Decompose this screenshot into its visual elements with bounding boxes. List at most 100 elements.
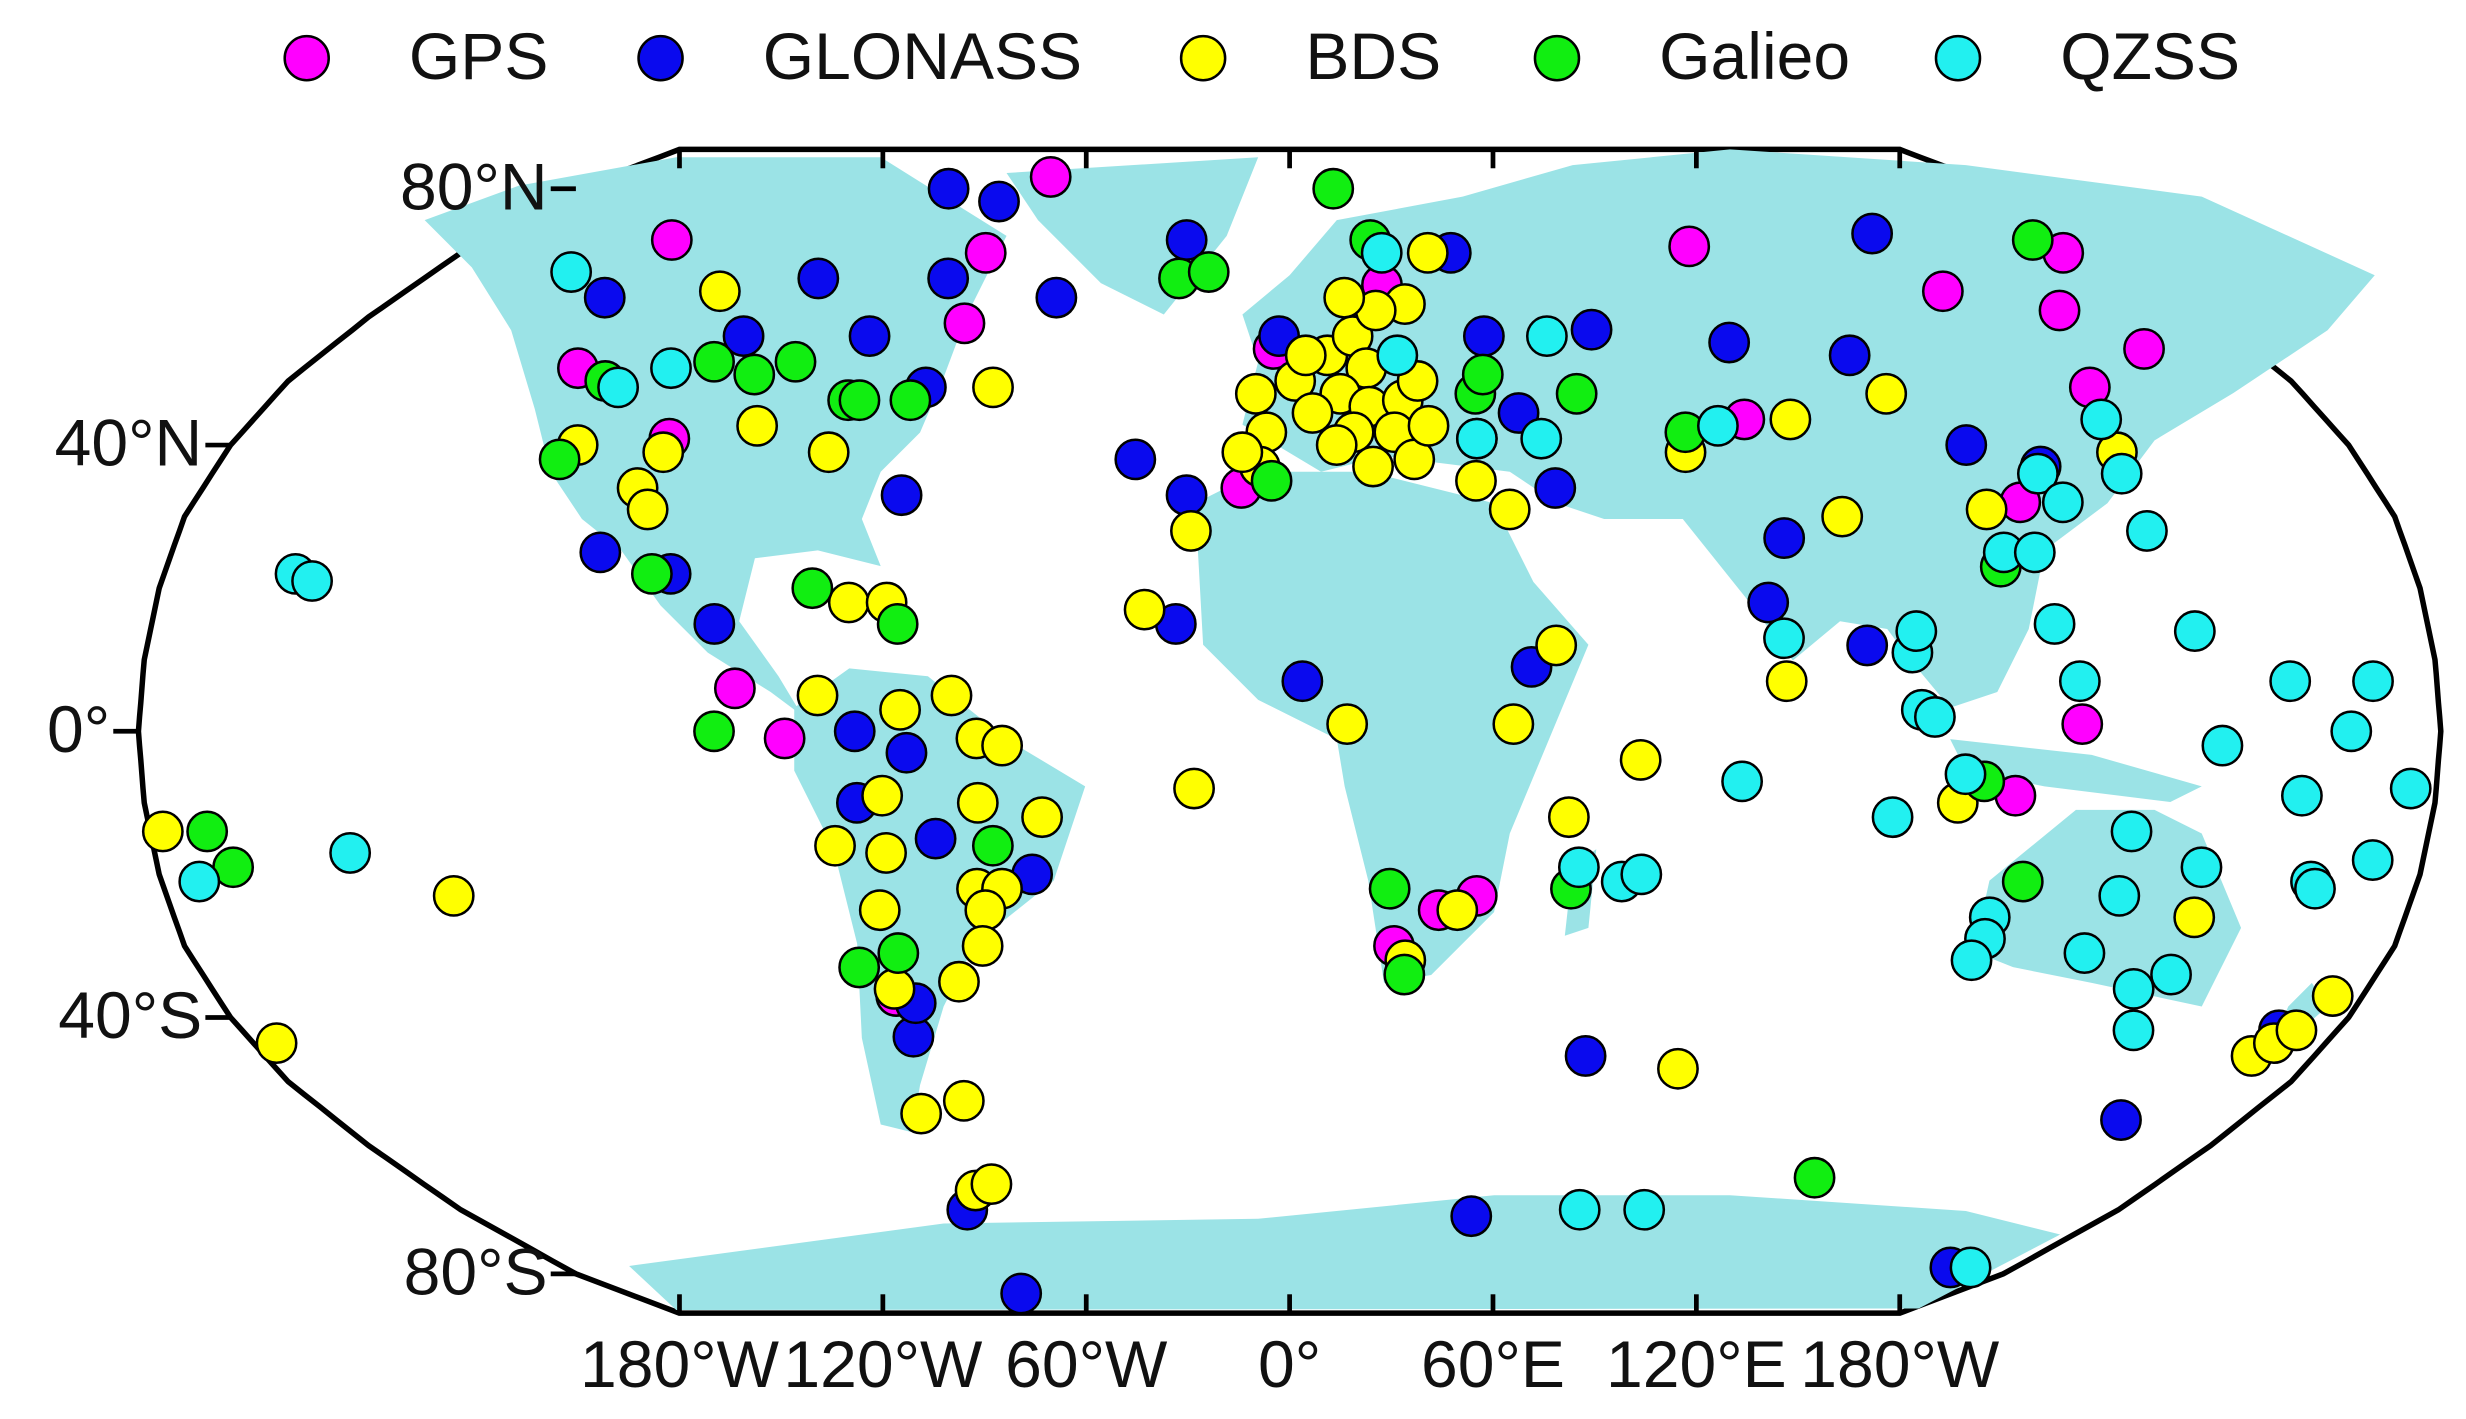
station-point <box>1535 624 1578 667</box>
station-point <box>942 1079 985 1122</box>
station-point <box>2001 860 2044 903</box>
station-point <box>833 710 876 753</box>
station-point <box>583 276 626 319</box>
station-point <box>626 488 669 531</box>
station-point <box>848 315 891 358</box>
station-point <box>927 257 970 300</box>
station-point <box>2033 603 2076 645</box>
station-point <box>597 366 640 409</box>
station-point <box>722 315 765 358</box>
legend: GPS GLONASS BDS Galieo QZSS <box>283 19 2240 93</box>
station-point <box>550 251 593 293</box>
station-point <box>1221 431 1264 474</box>
station-point <box>2173 896 2216 939</box>
station-point <box>693 603 736 645</box>
station-point <box>1557 846 1600 889</box>
station-point <box>1000 1272 1043 1315</box>
station-point <box>650 347 692 390</box>
station-point <box>2123 328 2165 370</box>
station-point <box>1352 445 1394 488</box>
station-point <box>2311 975 2354 1017</box>
station-point <box>1895 610 1938 653</box>
station-point <box>1187 251 1230 293</box>
legend-label: GPS <box>409 19 548 93</box>
station-point <box>900 1092 943 1135</box>
station-point <box>1555 372 1598 415</box>
legend-marker <box>1934 34 1982 82</box>
station-point <box>1945 424 1988 466</box>
station-point <box>1165 474 1208 517</box>
station-point <box>1368 867 1411 910</box>
station-point <box>1462 315 1505 358</box>
indonesia <box>1950 739 2202 803</box>
station-point <box>1547 796 1590 839</box>
station-point <box>1871 796 1914 839</box>
legend-label: Galieo <box>1659 19 1850 93</box>
station-point <box>2351 839 2394 881</box>
station-point <box>329 832 372 874</box>
station-point <box>1383 953 1426 996</box>
station-point <box>1763 617 1805 660</box>
legend-marker <box>637 34 684 82</box>
station-point <box>2016 452 2059 495</box>
station-point <box>2173 610 2216 653</box>
station-point <box>650 219 693 261</box>
station-point <box>1950 939 1993 982</box>
station-point <box>1828 334 1871 377</box>
station-point <box>2275 1009 2318 1052</box>
station-point <box>1284 334 1327 377</box>
station-point <box>1747 581 1790 624</box>
station-point <box>2112 1009 2155 1052</box>
station-point <box>880 474 923 517</box>
station-point <box>956 781 999 824</box>
station-point <box>2058 660 2101 703</box>
station-point <box>2280 774 2323 817</box>
antarctica <box>629 1195 2061 1311</box>
station-point <box>865 832 907 874</box>
station-point <box>579 531 622 574</box>
station-point <box>1461 353 1504 396</box>
north-america <box>424 157 1007 716</box>
station-point <box>1965 488 2008 531</box>
station-point <box>2150 953 2192 996</box>
station-point <box>972 366 1014 409</box>
station-point <box>1944 753 1987 796</box>
station-point <box>971 824 1014 867</box>
station-point <box>774 340 817 383</box>
station-point <box>1949 1246 1992 1289</box>
station-point <box>961 925 1004 967</box>
station-point <box>827 581 870 624</box>
station-point <box>2041 481 2084 524</box>
station-point <box>873 967 916 1010</box>
station-point <box>698 270 741 313</box>
legend-label: QZSS <box>2060 19 2240 93</box>
station-point <box>2100 1099 2142 1141</box>
station-point <box>838 379 881 422</box>
legend-marker <box>1179 34 1227 82</box>
station-point <box>877 932 920 975</box>
station-point <box>1029 156 1072 198</box>
station-point <box>1291 392 1334 434</box>
legend-marker <box>283 34 330 82</box>
station-point <box>1534 467 1577 509</box>
station-point <box>1619 738 1662 781</box>
station-point <box>1708 321 1751 364</box>
station-point <box>970 1163 1013 1206</box>
station-point <box>1520 417 1563 460</box>
station-point <box>1793 1156 1836 1199</box>
station-point <box>2061 703 2104 746</box>
station-point <box>838 946 881 989</box>
station-point <box>889 379 932 422</box>
station-point <box>2269 660 2312 703</box>
station-point <box>2080 398 2123 441</box>
station-point <box>797 257 840 300</box>
station-point <box>879 688 921 731</box>
station-point <box>1312 167 1355 210</box>
station-point <box>876 603 919 645</box>
station-point <box>2180 846 2223 889</box>
legend-label: GLONASS <box>763 19 1082 93</box>
station-point <box>1765 660 1808 703</box>
station-point <box>1851 212 1894 255</box>
station-point <box>938 960 980 1003</box>
station-point <box>858 889 901 932</box>
